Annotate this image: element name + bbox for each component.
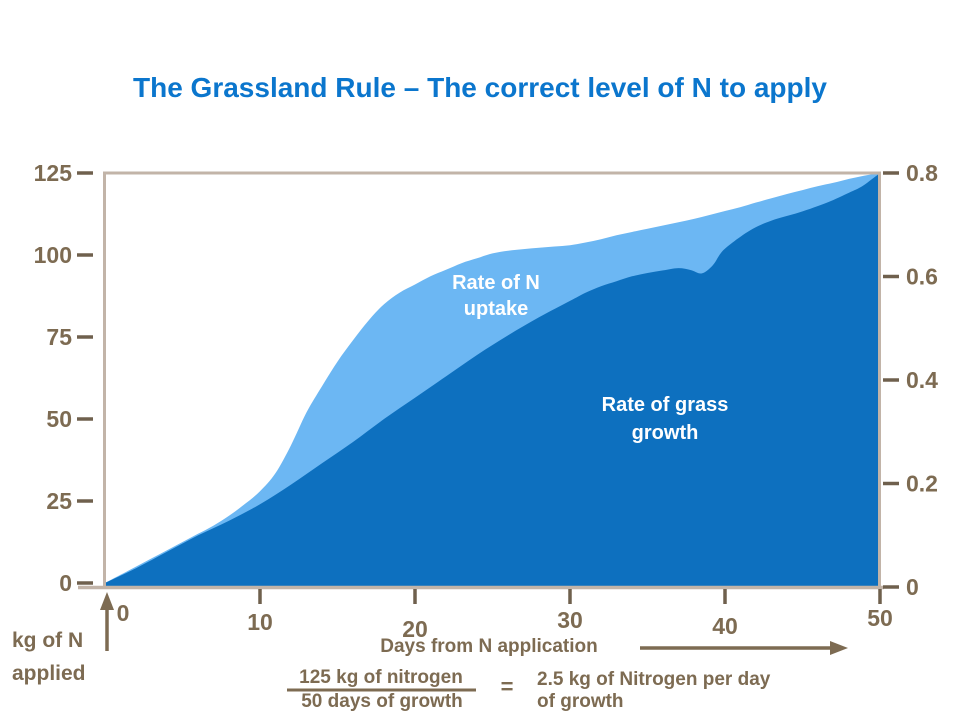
y-right-tick-label: 0.2	[906, 471, 938, 497]
x-axis-title: Days from N application	[380, 636, 598, 657]
formula-denominator: 50 days of growth	[301, 691, 463, 712]
y-right-tick-label: 0.4	[906, 367, 938, 393]
formula-result-line2: of growth	[537, 691, 624, 712]
y-right-tick-label: 0.8	[906, 160, 938, 186]
y-left-tick-label: 75	[46, 324, 72, 350]
y-axis-title-line2: applied	[12, 662, 86, 685]
axis-ticks-group: 0 25 50 75 100 125 0 0.2 0.4 0.6 0.8 0 10 20 30 40 50	[34, 160, 939, 642]
x-tick-label: 0	[117, 600, 130, 626]
formula-numerator: 125 kg of nitrogen	[299, 667, 463, 688]
uptake-area-label-line1: Rate of N	[452, 272, 540, 294]
area-series-group	[105, 173, 880, 586]
y-axis-arrow-icon	[100, 592, 114, 651]
plot-border	[78, 171, 884, 590]
page-title: The Grassland Rule – The correct level o…	[133, 72, 827, 103]
y-right-tick-label: 0.6	[906, 264, 938, 290]
y-left-tick-label: 0	[59, 570, 72, 596]
x-axis-arrow-icon	[640, 641, 848, 655]
growth-area-label-line2: growth	[632, 422, 699, 444]
y-left-tick-label: 125	[34, 160, 73, 186]
x-tick-label: 40	[712, 613, 738, 639]
x-tick-label: 30	[557, 607, 583, 633]
uptake-area-label-line2: uptake	[464, 298, 528, 320]
y-axis-title-line1: kg of N	[12, 629, 83, 652]
equals-sign: =	[501, 674, 514, 699]
y-left-tick-label: 100	[34, 242, 72, 268]
area-series-grass-growth	[105, 173, 880, 586]
y-left-tick-label: 25	[46, 488, 72, 514]
formula-result-line1: 2.5 kg of Nitrogen per day	[537, 669, 771, 690]
y-right-tick-label: 0	[906, 574, 919, 600]
y-left-tick-label: 50	[46, 406, 72, 432]
x-tick-label: 10	[247, 609, 273, 635]
x-tick-label: 50	[867, 605, 893, 631]
growth-area-label-line1: Rate of grass	[602, 394, 729, 416]
x-tick-label: 20	[402, 616, 428, 642]
